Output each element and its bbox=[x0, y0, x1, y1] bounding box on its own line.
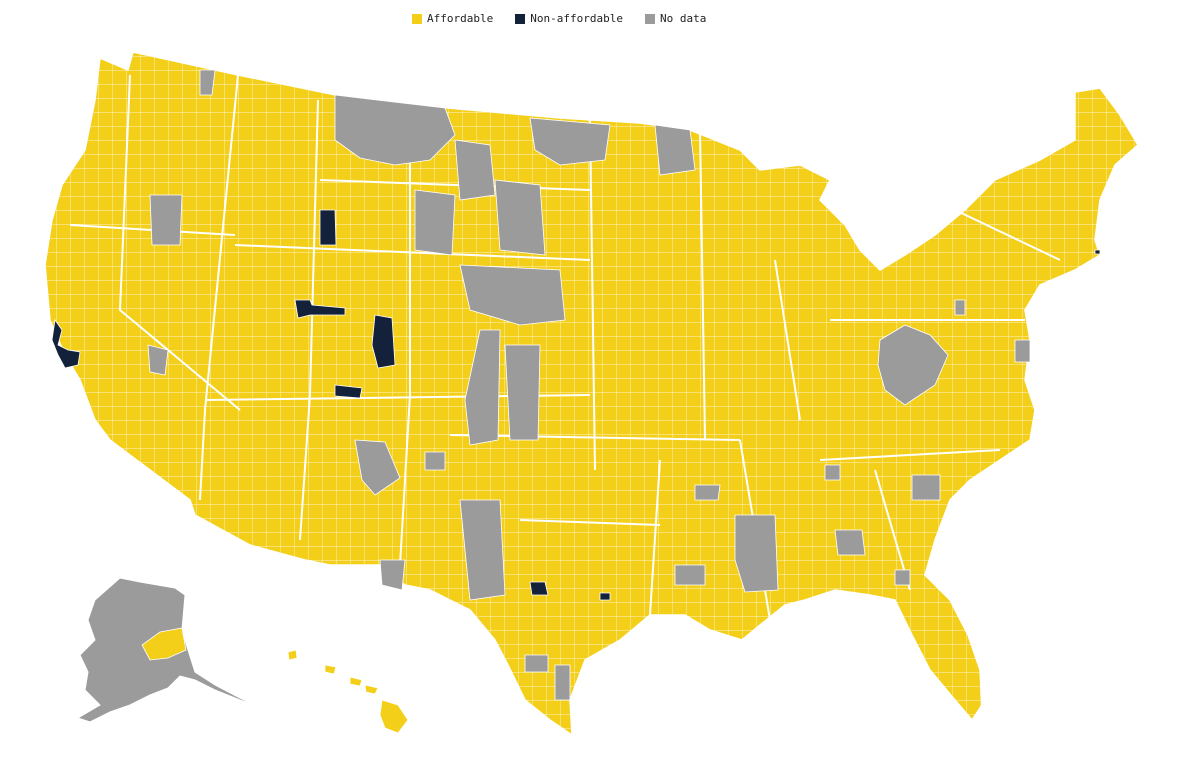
non-affordable-region-ut bbox=[294, 299, 346, 319]
non-affordable-region-co bbox=[371, 314, 396, 369]
non-affordable-region-tx2 bbox=[599, 592, 611, 601]
legend-item-affordable: Affordable bbox=[412, 12, 493, 25]
legend: Affordable Non-affordable No data bbox=[412, 12, 706, 25]
no-data-regions bbox=[147, 69, 1031, 701]
legend-swatch-affordable bbox=[412, 13, 422, 24]
alaska bbox=[76, 577, 256, 723]
legend-label-affordable: Affordable bbox=[427, 12, 494, 25]
alaska-affordable-area bbox=[141, 627, 187, 661]
legend-item-non-affordable: Non-affordable bbox=[515, 12, 623, 25]
legend-swatch-non-affordable bbox=[515, 13, 526, 24]
contiguous-us-shape bbox=[44, 51, 1139, 737]
hawaii bbox=[287, 649, 409, 734]
non-affordable-region-ma bbox=[1094, 249, 1101, 255]
non-affordable-region-co2 bbox=[334, 384, 363, 399]
legend-label-no-data: No data bbox=[659, 12, 707, 25]
contiguous-us bbox=[44, 51, 1139, 737]
non-affordable-regions bbox=[51, 209, 1101, 601]
non-affordable-region-ca bbox=[51, 318, 81, 369]
legend-swatch-no-data bbox=[644, 13, 655, 24]
legend-item-no-data: No data bbox=[644, 12, 707, 25]
non-affordable-region-wy bbox=[319, 209, 337, 246]
legend-label-non-affordable: Non-affordable bbox=[530, 12, 623, 25]
non-affordable-region-tx1 bbox=[529, 581, 549, 596]
